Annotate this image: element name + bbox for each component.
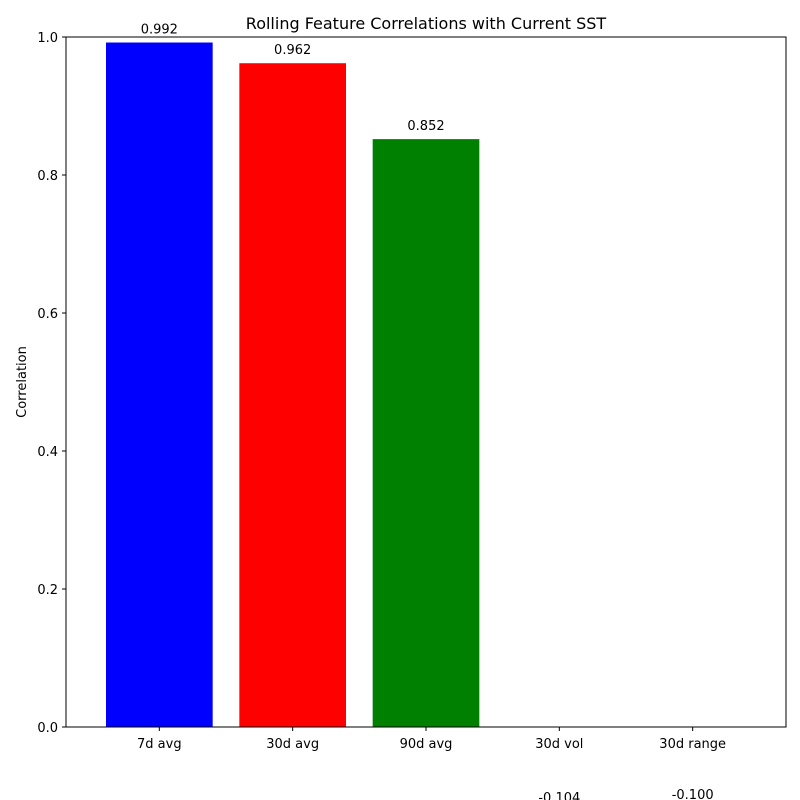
- y-tick-label-4: 0.8: [37, 169, 58, 184]
- y-tick-label-1: 0.2: [37, 583, 58, 598]
- data-label-2: 0.852: [407, 119, 444, 134]
- y-tick-label-5: 1.0: [37, 31, 58, 46]
- bar-2: [372, 139, 480, 727]
- data-label-1: 0.962: [274, 43, 311, 58]
- bar-0: [106, 42, 213, 727]
- chart-title: Rolling Feature Correlations with Curren…: [246, 14, 607, 33]
- y-tick-label-3: 0.6: [37, 307, 58, 322]
- data-labels: 0.992 0.962 0.852 -0.104 -0.100: [141, 23, 714, 800]
- x-tick-label-0: 7d avg: [137, 737, 182, 752]
- bar-1: [239, 63, 346, 727]
- x-tick-label-2: 90d avg: [400, 737, 453, 752]
- bars: [106, 42, 480, 727]
- data-label-4: -0.100: [672, 788, 714, 800]
- data-label-0: 0.992: [141, 23, 178, 38]
- data-label-3: -0.104: [538, 791, 580, 800]
- x-tick-label-3: 30d vol: [535, 737, 583, 752]
- y-tick-label-0: 0.0: [37, 721, 58, 736]
- x-tick-label-1: 30d avg: [266, 737, 319, 752]
- axes: 0.0 0.2 0.4 0.6 0.8 1.0 7d avg 30d avg 90d avg 30…: [37, 31, 787, 752]
- y-axis-label: Correlation: [15, 346, 30, 418]
- x-tick-label-4: 30d range: [659, 737, 726, 752]
- y-tick-label-2: 0.4: [37, 445, 58, 460]
